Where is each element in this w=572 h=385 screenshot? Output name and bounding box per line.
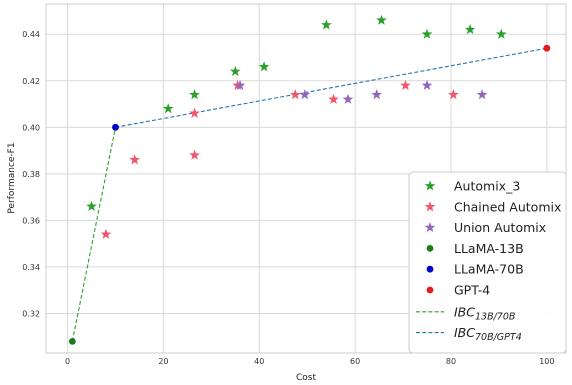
x-tick-label: 100 xyxy=(539,357,554,366)
chained-automix-point xyxy=(448,89,459,100)
chained-automix-point xyxy=(100,228,112,239)
legend-union-automix-marker xyxy=(424,222,436,233)
automix-3-point xyxy=(495,28,507,39)
y-tick-label: 0.40 xyxy=(22,123,40,132)
ibc-line-1 xyxy=(71,127,117,342)
chained-automix-point xyxy=(289,89,301,100)
automix-3-point xyxy=(86,200,97,211)
legend-llama-13b-marker xyxy=(426,245,434,252)
legend-union-automix-label: Union Automix xyxy=(454,220,546,235)
automix-3-point xyxy=(229,65,241,76)
union-automix-point xyxy=(234,79,246,90)
automix-3-point xyxy=(258,61,270,72)
legend-automix-3-marker xyxy=(424,180,436,191)
llama-70b-point xyxy=(112,123,119,131)
ibc-lines xyxy=(71,47,547,342)
chained-automix-point xyxy=(400,79,411,90)
y-tick-label: 0.42 xyxy=(22,77,40,86)
y-tick-label: 0.44 xyxy=(22,30,40,39)
legend-automix-3-label: Automix_3 xyxy=(454,179,520,194)
chained-automix-point xyxy=(189,149,200,160)
union-automix-point xyxy=(476,89,488,100)
y-tick-label: 0.36 xyxy=(22,216,40,225)
automix-3-point xyxy=(421,28,433,39)
legend-llama-70b-label: LLaMA-70B xyxy=(454,262,524,277)
legend-llama-70b-marker xyxy=(426,265,434,273)
chained-automix-point xyxy=(328,93,339,104)
y-tick-label: 0.34 xyxy=(22,263,40,272)
chained-automix-point xyxy=(129,154,140,165)
legend-chained-automix-marker xyxy=(424,201,436,212)
gpt-4-point xyxy=(543,44,551,52)
x-tick-label: 80 xyxy=(446,357,456,366)
ibc-line-2 xyxy=(115,47,547,128)
union-automix-point xyxy=(371,89,383,100)
chained-automix-point xyxy=(189,107,200,118)
x-tick-label: 40 xyxy=(254,357,264,366)
y-tick-label: 0.32 xyxy=(22,309,40,318)
legend-llama-13b-label: LLaMA-13B xyxy=(454,241,524,256)
y-tick-label: 0.38 xyxy=(22,170,40,179)
automix-3-point xyxy=(162,103,174,114)
x-tick-label: 0 xyxy=(65,357,70,366)
automix-3-point xyxy=(189,89,200,100)
x-tick-labels: 0 20 40 60 80 100 xyxy=(65,357,554,366)
legend-chained-automix-label: Chained Automix xyxy=(454,199,561,214)
automix-3-point xyxy=(464,23,476,35)
union-automix-point xyxy=(342,93,354,104)
x-tick-label: 60 xyxy=(350,357,360,366)
automix-3-point xyxy=(376,14,387,25)
automix-3-point xyxy=(321,19,332,30)
llama-13b-point xyxy=(68,337,76,345)
y-tick-labels: 0.32 0.34 0.36 0.38 0.40 0.42 0.44 xyxy=(22,30,40,318)
union-automix-point xyxy=(421,79,433,90)
x-tick-label: 20 xyxy=(158,357,168,366)
y-axis-label: Performance-F1 xyxy=(7,142,17,213)
legend: Automix_3 Chained Automix Union Automix LLa… xyxy=(408,171,567,354)
union-automix-point xyxy=(299,89,311,100)
legend-gpt-4-marker xyxy=(426,286,434,294)
legend-box xyxy=(408,171,567,354)
legend-gpt-4-label: GPT-4 xyxy=(454,283,490,298)
data-points xyxy=(68,14,551,345)
x-axis-label: Cost xyxy=(296,373,316,383)
